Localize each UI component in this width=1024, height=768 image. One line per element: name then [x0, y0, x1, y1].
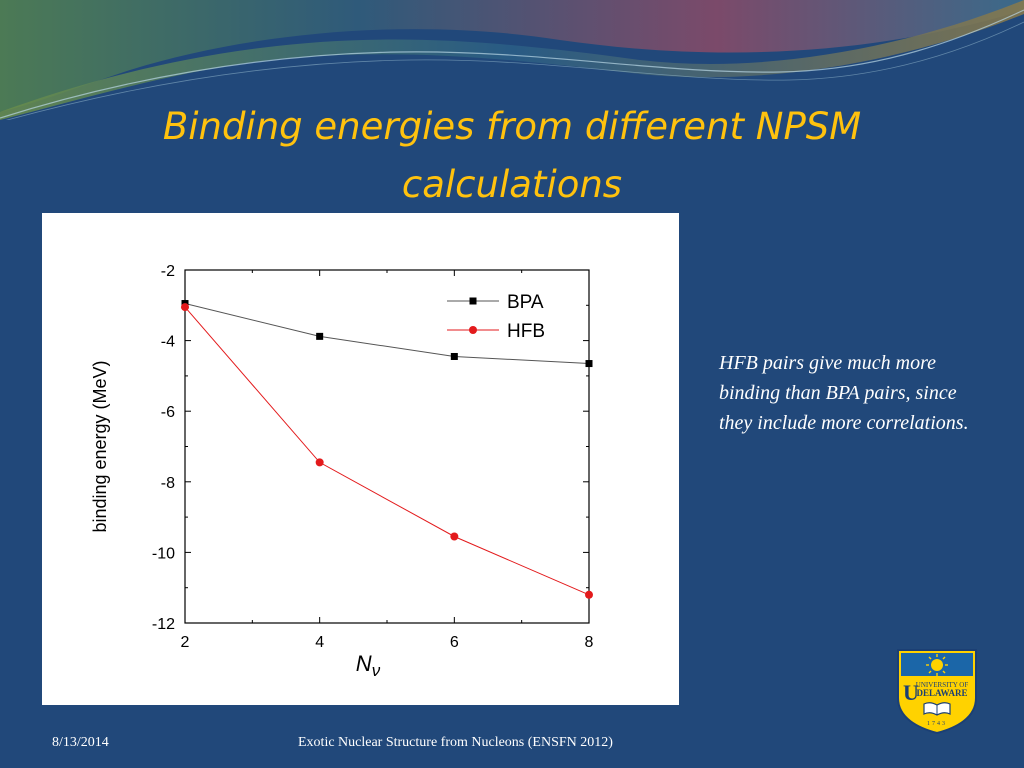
y-tick-label: -8 — [161, 475, 175, 492]
data-point-hfb — [585, 590, 593, 599]
x-tick-label: 8 — [585, 634, 594, 651]
x-axis-label-main: N — [356, 651, 372, 676]
side-note: HFB pairs give much more binding than BP… — [719, 352, 969, 434]
sun-icon — [926, 654, 948, 676]
x-tick-label: 6 — [450, 634, 459, 651]
data-point-hfb — [315, 458, 324, 467]
y-axis-label: binding energy (MeV) — [90, 360, 110, 532]
series-layer — [181, 300, 593, 599]
x-tick-label: 2 — [181, 634, 190, 651]
book-icon — [923, 702, 951, 716]
y-tick-label: -4 — [161, 334, 175, 351]
y-tick-label: -2 — [161, 263, 175, 280]
legend-marker-bpa — [469, 297, 477, 305]
y-tick-label: -6 — [161, 404, 175, 421]
logo-text-line2: DELAWARE — [916, 688, 967, 698]
footer-title: Exotic Nuclear Structure from Nucleons (… — [298, 735, 613, 750]
data-point-bpa — [316, 332, 324, 340]
binding-energy-chart: -2 -4 -6 -8 -10 -12 2 4 6 8 BPA HFB binding energy… — [90, 263, 594, 680]
legend-label-bpa: BPA — [507, 292, 544, 313]
x-axis-label: Nν — [356, 651, 381, 680]
logo-monogram: U — [903, 680, 919, 705]
logo-text-line1: UNIVERSITY OF — [916, 681, 969, 689]
logo-year: 1743 — [927, 721, 947, 727]
data-point-bpa — [585, 360, 593, 368]
header-wave-decoration — [0, 0, 1024, 120]
chart-legend: BPA HFB — [447, 292, 545, 342]
series-line-bpa — [184, 303, 590, 364]
legend-marker-hfb — [469, 326, 477, 334]
data-point-hfb — [450, 532, 459, 541]
series-line-hfb — [184, 306, 590, 596]
data-point-bpa — [450, 352, 458, 360]
chart-panel: -2 -4 -6 -8 -10 -12 2 4 6 8 BPA HFB binding energy… — [42, 213, 679, 705]
y-tick-label: -10 — [152, 545, 175, 562]
x-axis-label-subscript: ν — [372, 661, 381, 680]
y-tick-label: -12 — [152, 616, 175, 633]
x-tick-label: 4 — [315, 634, 324, 651]
footer-date: 8/13/2014 — [52, 735, 109, 750]
legend-label-hfb: HFB — [507, 321, 545, 342]
slide-title: Binding energies from different NPSM cal… — [162, 105, 862, 206]
axis-ticks: -2 -4 -6 -8 -10 -12 2 4 6 8 — [152, 263, 594, 651]
university-logo: UNIVERSITY OF DELAWARE U 1743 — [897, 649, 977, 734]
data-point-hfb — [181, 303, 189, 312]
